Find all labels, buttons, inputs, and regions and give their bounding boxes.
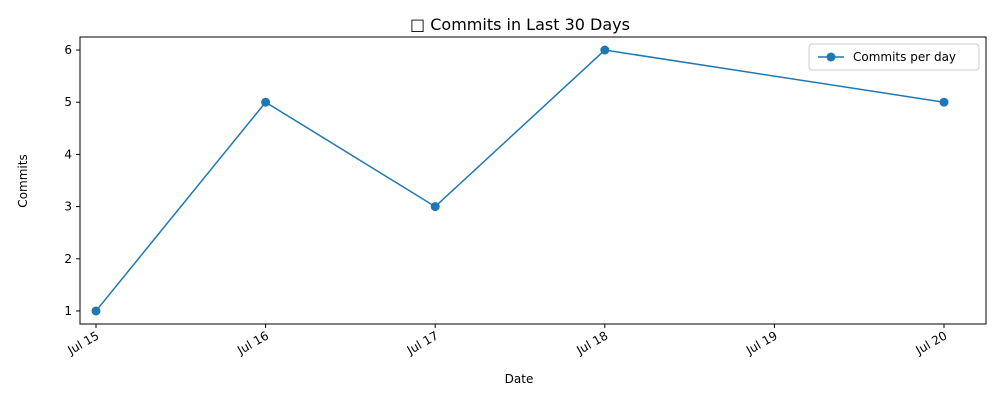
data-point xyxy=(939,97,949,107)
legend-label: Commits per day xyxy=(853,50,956,64)
y-tick-label: 4 xyxy=(64,147,72,161)
plot-frame xyxy=(79,36,987,325)
x-axis-label: Date xyxy=(505,372,534,386)
x-tick-label: Jul 16 xyxy=(234,328,271,357)
series-line-commits-per-day xyxy=(95,49,945,312)
y-tick-label: 2 xyxy=(64,252,72,266)
y-tick-label: 6 xyxy=(64,43,72,57)
legend-marker xyxy=(826,52,836,62)
y-axis: 1 2 3 4 5 6 xyxy=(64,43,80,318)
x-tick-label: Jul 18 xyxy=(573,328,610,357)
y-tick-label: 3 xyxy=(64,200,72,214)
data-point xyxy=(91,306,101,316)
legend-box xyxy=(808,43,980,71)
y-axis-label: Commits xyxy=(16,154,30,207)
x-tick-label: Jul 19 xyxy=(743,328,780,357)
x-tick-label: Jul 15 xyxy=(65,328,102,357)
y-tick-label: 5 xyxy=(64,95,72,109)
data-point xyxy=(261,97,271,107)
chart-title: □ Commits in Last 30 Days xyxy=(410,15,630,34)
y-tick-label: 1 xyxy=(64,304,72,318)
x-tick-label: Jul 20 xyxy=(913,328,950,357)
legend: Commits per day xyxy=(808,43,980,71)
x-axis: Jul 15 Jul 16 Jul 17 Jul 18 Jul 19 Jul 20 xyxy=(65,324,950,358)
data-point xyxy=(600,45,610,55)
data-point xyxy=(430,202,440,212)
series-points xyxy=(91,45,949,316)
x-tick-label: Jul 17 xyxy=(404,328,441,357)
